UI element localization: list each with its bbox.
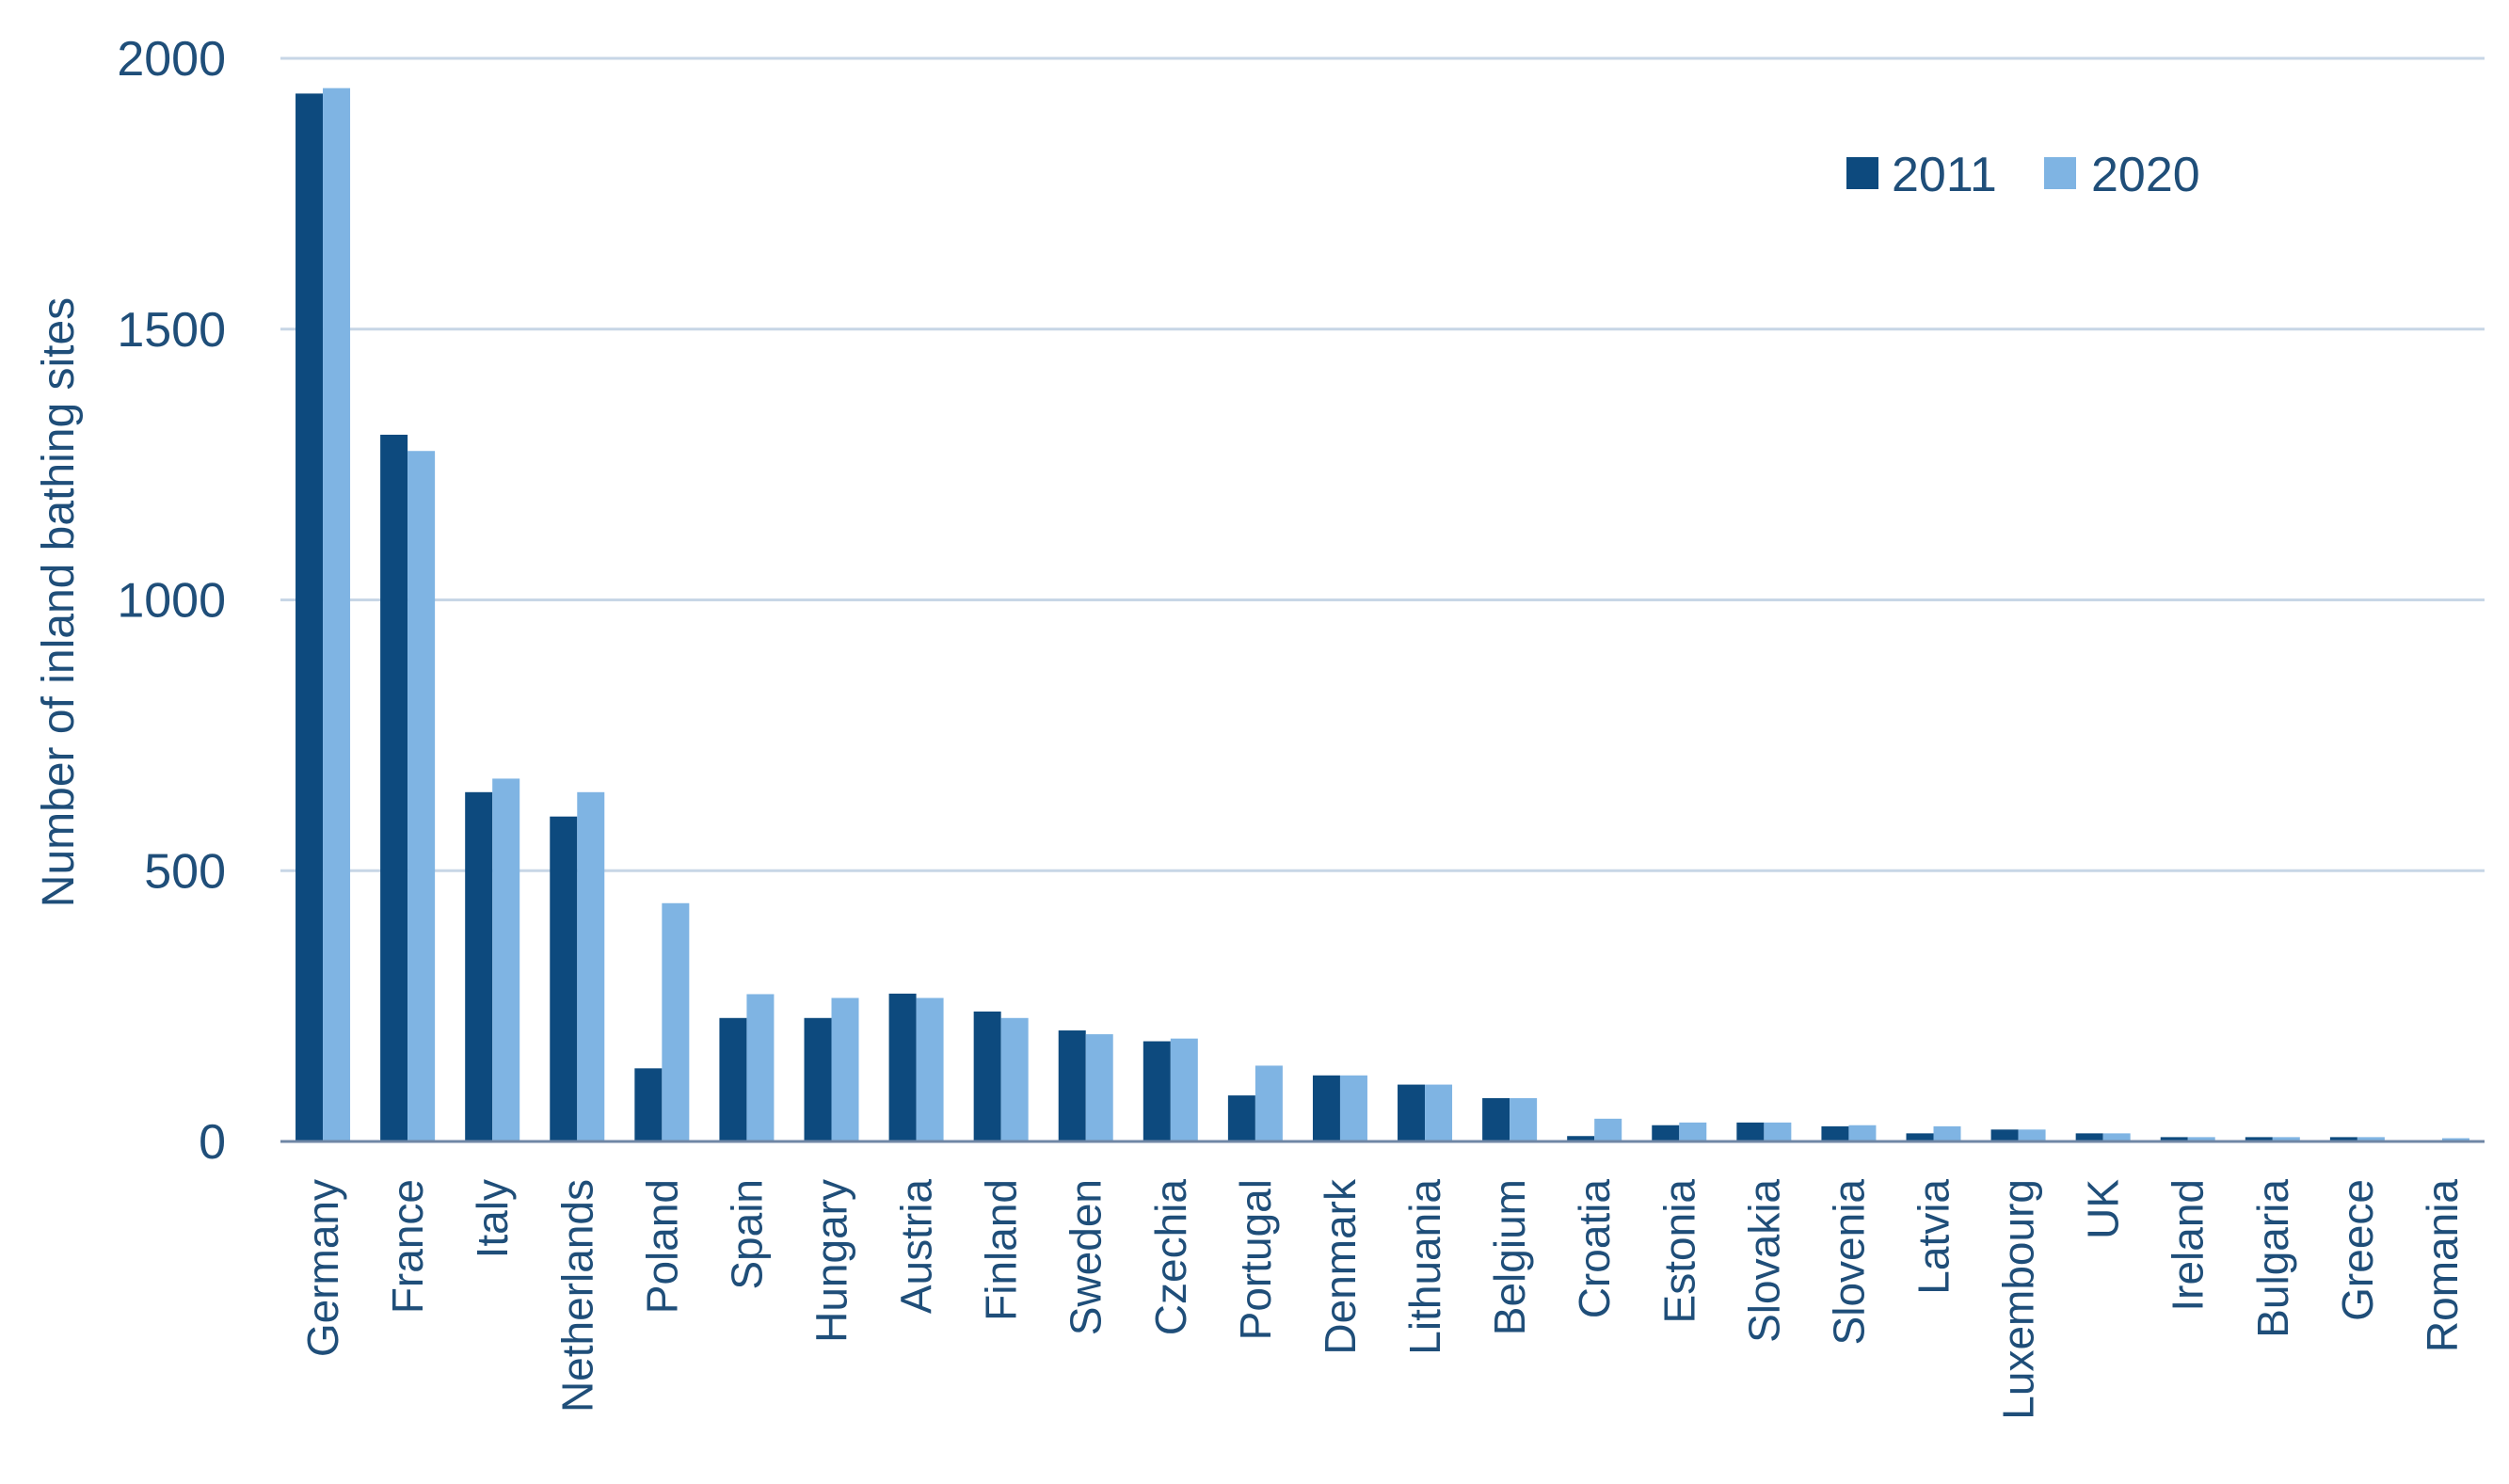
bar-2011-croatia: [1567, 1136, 1595, 1141]
bar-2011-netherlands: [550, 816, 578, 1141]
bar-2020-denmark: [1339, 1075, 1367, 1141]
bar-2011-italy: [465, 791, 493, 1141]
x-category-label: Spain: [722, 1179, 771, 1290]
bar-2020-greece: [2357, 1137, 2385, 1141]
x-category-label: Bulgaria: [2248, 1179, 2297, 1338]
x-category-label: Latvia: [1910, 1179, 1958, 1295]
bar-2020-croatia: [1594, 1118, 1622, 1141]
x-category-label: Croatia: [1570, 1179, 1619, 1319]
gridlines: [280, 56, 2485, 872]
bar-2011-czechia: [1143, 1041, 1171, 1141]
y-tick-label: 500: [144, 844, 226, 899]
bar-2020-france: [408, 451, 436, 1141]
y-tick-label: 0: [199, 1115, 226, 1170]
x-category-label: Netherlands: [552, 1179, 601, 1412]
x-category-label: Ireland: [2164, 1179, 2213, 1312]
bars: [296, 88, 2469, 1142]
bar-2020-czechia: [1170, 1038, 1198, 1141]
x-category-label: Slovakia: [1739, 1179, 1788, 1343]
bar-2011-slovakia: [1736, 1122, 1765, 1141]
bar-2011-uk: [2075, 1133, 2103, 1141]
x-category-label: Portugal: [1231, 1179, 1280, 1340]
x-category-label: Hungary: [807, 1179, 856, 1343]
x-category-label: Poland: [637, 1179, 686, 1314]
x-category-label: Romania: [2418, 1179, 2467, 1353]
bar-2020-bulgaria: [2272, 1137, 2300, 1141]
bar-2011-estonia: [1652, 1125, 1680, 1141]
bar-2020-latvia: [1933, 1125, 1961, 1141]
x-category-label: Italy: [468, 1179, 517, 1258]
legend-swatch-2011: [1846, 157, 1878, 189]
bar-2011-lithuania: [1398, 1084, 1426, 1141]
y-axis-title: Number of inland bathing sites: [34, 297, 84, 907]
legend-label-2020: 2020: [2091, 148, 2200, 202]
bar-2020-lithuania: [1425, 1084, 1453, 1141]
bar-2020-finland: [1000, 1017, 1029, 1141]
x-category-label: Denmark: [1316, 1178, 1365, 1355]
bar-2020-poland: [662, 902, 690, 1141]
bar-2011-belgium: [1482, 1097, 1510, 1141]
bar-2020-ireland: [2187, 1137, 2215, 1141]
bar-2011-bulgaria: [2245, 1137, 2273, 1141]
bar-2020-portugal: [1254, 1065, 1283, 1141]
bar-2020-slovakia: [1764, 1122, 1792, 1141]
x-category-label: Sweden: [1062, 1179, 1111, 1335]
x-category-label: UK: [2079, 1179, 2128, 1239]
x-category-label: Slovenia: [1824, 1179, 1873, 1346]
x-category-label: Austria: [892, 1179, 941, 1315]
x-category-label: Estonia: [1654, 1179, 1703, 1324]
bar-2011-sweden: [1058, 1030, 1086, 1141]
bar-2020-spain: [746, 994, 775, 1141]
bar-2020-luxembourg: [2018, 1129, 2046, 1141]
y-tick-labels: 0 500 1000 1500 2000: [117, 32, 226, 1170]
legend-label-2011: 2011: [1892, 148, 1997, 202]
y-tick-label: 2000: [117, 32, 226, 87]
bar-2011-france: [380, 434, 408, 1141]
bar-2020-sweden: [1085, 1034, 1113, 1141]
x-category-label: Czechia: [1146, 1179, 1195, 1336]
x-category-label: Belgium: [1485, 1179, 1534, 1335]
bar-2020-italy: [492, 778, 520, 1141]
bar-2011-ireland: [2160, 1137, 2188, 1141]
bar-2020-romania: [2441, 1138, 2469, 1141]
bar-2011-denmark: [1312, 1075, 1340, 1141]
bar-2011-finland: [973, 1011, 1001, 1141]
bar-2020-hungary: [831, 997, 859, 1141]
bar-2011-greece: [2329, 1137, 2357, 1141]
bar-2011-slovenia: [1821, 1125, 1849, 1141]
bar-2011-latvia: [1906, 1133, 1934, 1141]
bar-2011-luxembourg: [1990, 1129, 2019, 1141]
bar-2020-netherlands: [577, 791, 605, 1141]
bar-2020-austria: [916, 997, 944, 1141]
bar-2011-portugal: [1227, 1095, 1255, 1141]
bar-2020-germany: [323, 88, 351, 1142]
bar-2011-hungary: [804, 1017, 832, 1141]
bar-2011-poland: [634, 1068, 663, 1141]
legend: 2011 2020: [1846, 148, 2200, 202]
bar-2011-germany: [296, 93, 324, 1142]
x-category-labels: Germany France Italy Netherlands Poland Spain…: [298, 1178, 2467, 1420]
x-category-label: Finland: [977, 1179, 1026, 1321]
x-category-label: Luxembourg: [1994, 1179, 2043, 1420]
bar-2020-uk: [2102, 1133, 2131, 1141]
legend-swatch-2020: [2044, 157, 2076, 189]
x-category-label: Germany: [298, 1179, 347, 1357]
y-tick-label: 1000: [117, 574, 226, 629]
x-category-label: France: [383, 1179, 432, 1314]
bar-2011-spain: [719, 1017, 747, 1141]
bar-2020-estonia: [1679, 1122, 1707, 1141]
x-category-label: Greece: [2333, 1179, 2382, 1321]
bar-2011-austria: [888, 993, 917, 1141]
bar-2020-belgium: [1510, 1097, 1538, 1141]
y-tick-label: 1500: [117, 303, 226, 358]
bar-2020-slovenia: [1848, 1125, 1877, 1141]
x-category-label: Lithuania: [1400, 1179, 1449, 1355]
